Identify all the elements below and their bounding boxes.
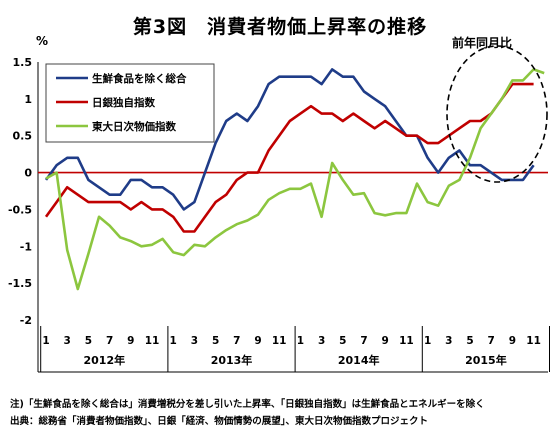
y-axis-unit: % — [36, 34, 49, 48]
y-tick-label: -2 — [20, 314, 32, 327]
year-label: 2014年 — [338, 353, 380, 367]
y-tick-label: 0.5 — [13, 130, 33, 143]
year-label: 2013年 — [211, 353, 253, 367]
series-lines — [44, 68, 545, 291]
y-tick-label: -1.5 — [8, 277, 32, 290]
x-tick-label: 11 — [145, 335, 160, 347]
x-tick-label: 1 — [170, 335, 177, 347]
highlight-ellipse — [446, 45, 548, 183]
x-tick-label: 7 — [488, 335, 495, 347]
x-tick-label: 3 — [191, 335, 198, 347]
legend-entry: 東大日次物価指数 — [92, 120, 176, 133]
x-tick-label: 5 — [212, 335, 219, 347]
x-tick-label: 7 — [233, 335, 240, 347]
x-tick-label: 5 — [466, 335, 473, 347]
footnote: 注)「生鮮食品を除く総合は」消費増税分を差し引いた上昇率、「日銀独自指数」は生鮮… — [10, 399, 485, 410]
x-tick-label: 9 — [254, 335, 261, 347]
y-tick-label: 1 — [24, 93, 32, 106]
source-note: 出典：総務省「消費者物価指数」、日銀「経済、物価情勢の展望」、東大日次物価指数プ… — [10, 416, 429, 427]
core-cpi-line — [44, 68, 535, 211]
x-tick-label: 7 — [106, 335, 113, 347]
x-tick-label: 1 — [424, 335, 431, 347]
boj-index-line — [44, 82, 534, 233]
x-tick-label: 1 — [297, 335, 304, 347]
y-tick-label: 0 — [24, 167, 32, 180]
year-label: 2012年 — [83, 353, 125, 367]
year-label: 2015年 — [465, 353, 507, 367]
todai-index-line — [45, 68, 545, 291]
x-tick-label: 9 — [382, 335, 389, 347]
x-tick-label: 9 — [509, 335, 516, 347]
x-tick-label: 3 — [445, 335, 452, 347]
x-tick-label: 3 — [64, 335, 71, 347]
x-tick-label: 11 — [272, 335, 287, 347]
x-tick-label: 5 — [85, 335, 92, 347]
comparison-basis-label: 前年同月比 — [452, 36, 513, 50]
y-tick-label: -0.5 — [8, 203, 32, 216]
x-tick-label: 7 — [360, 335, 367, 347]
x-tick-label: 3 — [318, 335, 325, 347]
x-tick-label: 9 — [127, 335, 134, 347]
y-tick-label: -1 — [20, 240, 32, 253]
chart-title: 第3図 消費者物価上昇率の推移 — [132, 16, 428, 38]
y-tick-label: 1.5 — [13, 56, 33, 69]
legend-entry: 生鮮食品を除く総合 — [92, 72, 187, 85]
x-tick-label: 11 — [526, 335, 541, 347]
x-tick-label: 1 — [42, 335, 49, 347]
x-tick-label: 11 — [399, 335, 414, 347]
legend-entry: 日銀独自指数 — [92, 96, 155, 109]
x-tick-label: 5 — [339, 335, 346, 347]
